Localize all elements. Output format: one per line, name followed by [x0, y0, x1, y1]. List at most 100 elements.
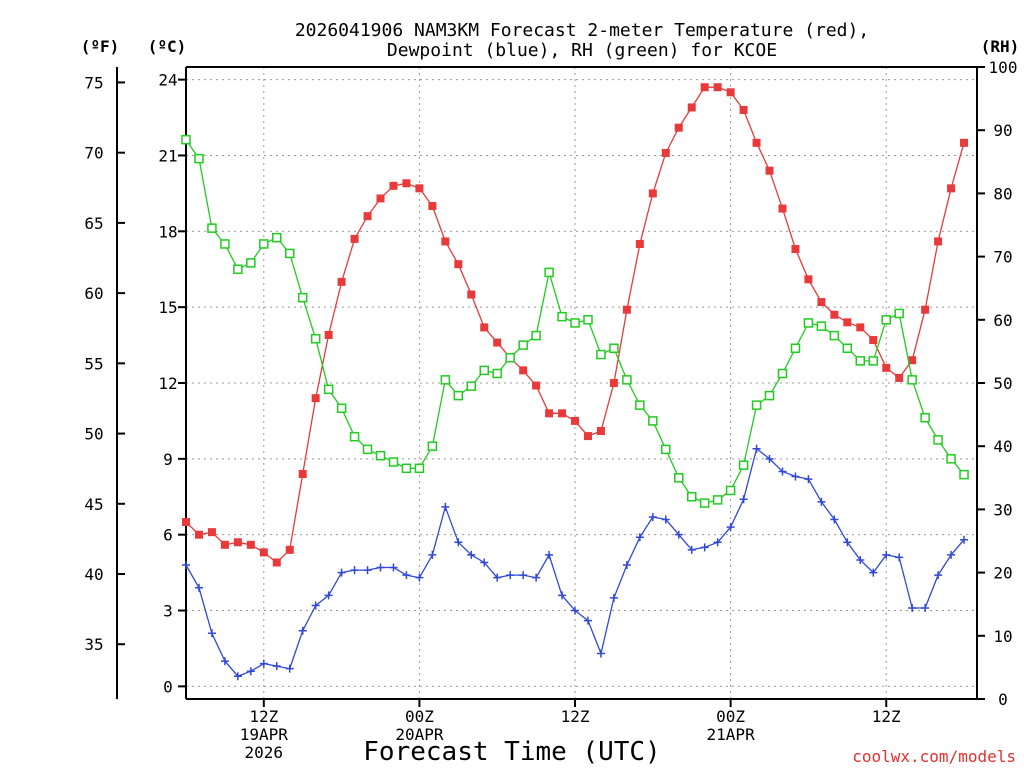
- dewpoint-point: [843, 538, 852, 547]
- rh-point: [194, 153, 204, 164]
- rh-tick-label: 50: [993, 374, 1012, 393]
- rh-tick-label: 20: [993, 564, 1012, 583]
- dewpoint-point: [298, 626, 307, 635]
- time-tick-label: 20APR: [395, 725, 444, 744]
- dewpoint-point: [934, 571, 943, 580]
- temperature-point: [765, 166, 774, 175]
- dewpoint-point: [428, 550, 437, 559]
- dewpoint-point: [661, 515, 670, 524]
- dewpoint-point: [389, 563, 398, 572]
- temperature-point: [259, 548, 268, 557]
- dewpoint-point: [441, 502, 450, 511]
- dewpoint-point: [454, 538, 463, 547]
- temperature-point: [337, 277, 346, 286]
- temperature-point: [467, 290, 476, 299]
- temperature-point: [558, 409, 567, 418]
- rh-point: [816, 321, 827, 331]
- rh-point: [233, 264, 243, 274]
- temperature-point: [778, 204, 787, 213]
- rh-tick-label: 70: [993, 248, 1012, 267]
- dewpoint-point: [856, 555, 865, 564]
- series-layer: [181, 83, 969, 681]
- rh-point: [751, 400, 762, 410]
- fahrenheit-tick-label: 40: [84, 565, 103, 584]
- temperature-point: [272, 558, 281, 567]
- dewpoint-point: [921, 603, 930, 612]
- dewpoint-point: [817, 497, 826, 506]
- dewpoint-point: [908, 603, 917, 612]
- temperature-point: [856, 323, 865, 332]
- time-tick-label: 12Z: [249, 707, 278, 726]
- celsius-unit-label: (ºC): [148, 37, 187, 56]
- dewpoint-point: [246, 667, 255, 676]
- fahrenheit-tick-label: 55: [84, 354, 103, 373]
- rh-point: [648, 416, 658, 426]
- dewpoint-point: [895, 553, 904, 562]
- dewpoint-point: [635, 533, 644, 542]
- celsius-tick-label: 24: [158, 71, 177, 90]
- temperature-point: [648, 189, 657, 198]
- dewpoint-point: [285, 664, 294, 673]
- dewpoint-point: [324, 591, 333, 600]
- temperature-point: [635, 239, 644, 248]
- rh-unit-label: (RH): [981, 37, 1020, 56]
- temperature-point: [622, 305, 631, 314]
- fahrenheit-tick-label: 35: [84, 635, 103, 654]
- rh-point: [609, 343, 619, 353]
- axes: 0 3 6 9 12 15 18 21 24 35 40 45 50 55 60 65 70 75 0 10 20 30 4…: [84, 58, 1017, 762]
- dewpoint-point: [207, 629, 216, 638]
- temperature-point: [609, 379, 618, 387]
- temperature-point: [415, 184, 424, 193]
- rh-tick-label: 60: [993, 311, 1012, 330]
- temperature-point: [493, 338, 502, 347]
- dewpoint-point: [648, 512, 657, 521]
- dewpoint-point: [350, 566, 359, 575]
- temperature-point: [480, 323, 489, 332]
- temperature-point: [921, 305, 930, 314]
- dewpoint-point: [259, 659, 268, 668]
- dewpoint-point: [739, 495, 748, 504]
- dewpoint-point: [272, 662, 281, 671]
- dewpoint-point: [571, 606, 580, 615]
- dewpoint-point: [337, 568, 346, 577]
- rh-point: [544, 267, 554, 278]
- dewpoint-point: [726, 523, 735, 532]
- temperature-point: [233, 538, 242, 547]
- dewpoint-point: [804, 475, 813, 484]
- dewpoint-point: [558, 591, 567, 600]
- dewpoint-point: [194, 583, 203, 592]
- temperature-point: [389, 181, 398, 190]
- rh-point: [829, 330, 840, 341]
- temperature-point: [960, 138, 969, 147]
- rh-point: [855, 356, 866, 366]
- temperature-point: [194, 530, 203, 539]
- temperature-point: [752, 138, 761, 147]
- dewpoint-point: [687, 545, 696, 554]
- dewpoint-point: [402, 571, 411, 580]
- temperature-point: [220, 540, 229, 549]
- rh-point: [868, 356, 879, 366]
- rh-point: [661, 444, 671, 455]
- rh-point: [440, 375, 451, 385]
- rh-point: [388, 457, 399, 467]
- dewpoint-point: [622, 561, 631, 570]
- grid-lines: [186, 67, 977, 699]
- rh-point: [272, 232, 282, 243]
- rh-point: [583, 315, 593, 325]
- rh-point: [674, 473, 684, 483]
- time-tick-label: 12Z: [561, 707, 590, 726]
- temperature-point: [726, 88, 735, 97]
- dewpoint-point: [311, 601, 320, 610]
- rh-point: [466, 381, 477, 391]
- dewpoint-point: [467, 550, 476, 559]
- dewpoint-point: [480, 558, 489, 567]
- rh-point: [777, 368, 788, 379]
- temperature-point: [661, 148, 670, 157]
- fahrenheit-unit-label: (ºF): [81, 37, 120, 56]
- rh-point: [310, 334, 321, 344]
- temperature-point: [402, 179, 411, 188]
- rh-point: [622, 375, 632, 385]
- temperature-point: [519, 366, 528, 375]
- celsius-tick-label: 18: [158, 222, 177, 241]
